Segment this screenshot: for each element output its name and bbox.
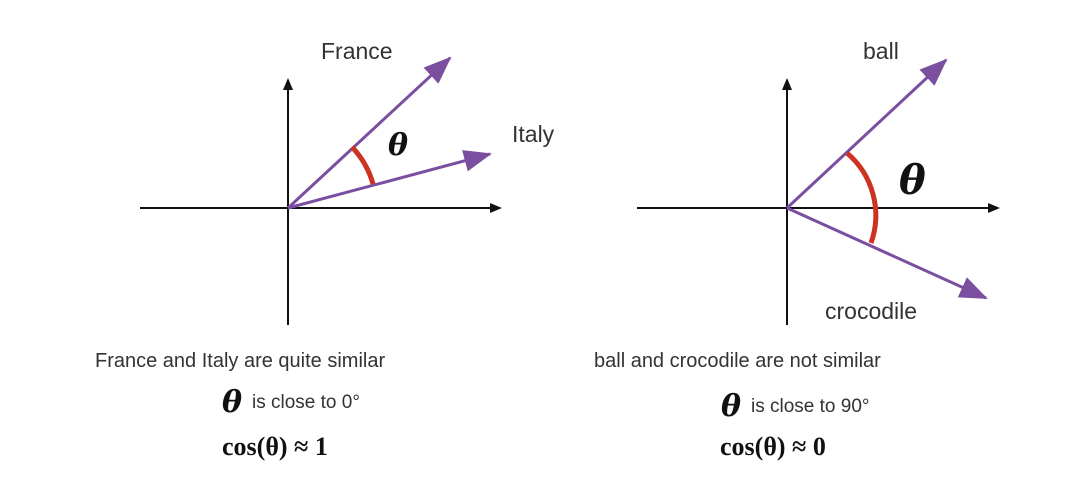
- right-cosine-formula: cos(θ) ≈ 0: [720, 432, 826, 461]
- france-vector: [286, 56, 452, 210]
- left-angle-statement: θ is close to 0°: [222, 385, 360, 420]
- right-angle-statement: θ is close to 90°: [721, 389, 870, 424]
- crocodile-label: crocodile: [825, 298, 918, 324]
- angle-description: is close to 0°: [252, 391, 360, 413]
- theta-symbol: θ: [222, 385, 243, 420]
- france-label: France: [321, 38, 393, 64]
- right-diagram-panel: ball crocodile θ ball and crocodile are …: [535, 0, 1070, 500]
- left-diagram-panel: France Italy θ France and Italy are quit…: [95, 38, 554, 461]
- left-vector-plot: [140, 56, 502, 325]
- right-caption: ball and crocodile are not similar: [594, 350, 881, 372]
- left-caption: France and Italy are quite similar: [95, 350, 386, 372]
- theta-symbol: θ: [388, 128, 409, 163]
- left-cosine-formula: cos(θ) ≈ 1: [222, 432, 328, 461]
- angle-arc: [845, 151, 879, 244]
- angle-arc: [350, 145, 376, 185]
- ball-label: ball: [863, 38, 899, 64]
- italy-vector: [287, 150, 492, 210]
- right-vector-plot: [637, 58, 1000, 325]
- angle-description: is close to 90°: [751, 395, 870, 417]
- theta-symbol: θ: [721, 389, 742, 424]
- ball-vector: [785, 58, 948, 210]
- crocodile-vector: [786, 206, 988, 300]
- italy-label: Italy: [512, 121, 555, 147]
- theta-symbol: θ: [899, 157, 926, 204]
